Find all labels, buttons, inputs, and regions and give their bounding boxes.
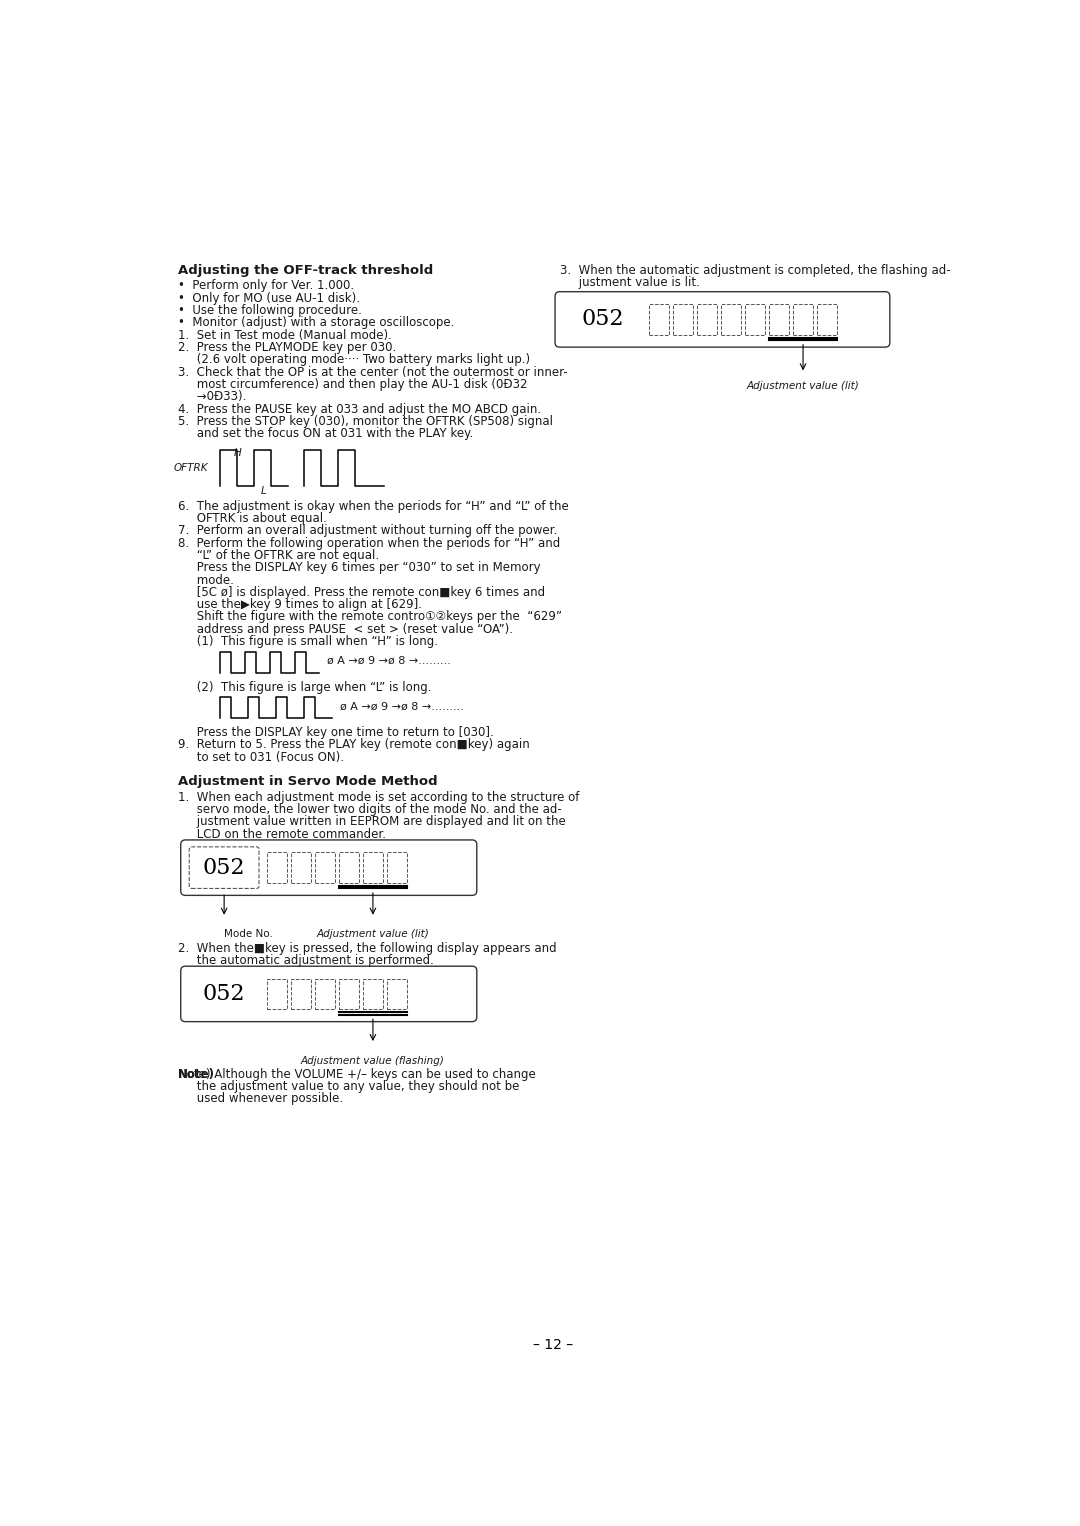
Text: 4.  Press the PAUSE key at 033 and adjust the MO ABCD gain.: 4. Press the PAUSE key at 033 and adjust…: [177, 403, 541, 415]
Text: – 12 –: – 12 –: [534, 1338, 573, 1352]
Text: Adjusting the OFF-track threshold: Adjusting the OFF-track threshold: [177, 264, 433, 278]
Text: ø A →ø 9 →ø 8 →.........: ø A →ø 9 →ø 8 →.........: [327, 656, 451, 665]
Text: the automatic adjustment is performed.: the automatic adjustment is performed.: [177, 954, 433, 967]
Text: used whenever possible.: used whenever possible.: [177, 1093, 342, 1105]
Text: →0Ð33).: →0Ð33).: [177, 391, 246, 403]
Text: LCD on the remote commander.: LCD on the remote commander.: [177, 827, 386, 841]
Text: use the▶key 9 times to align at [629].: use the▶key 9 times to align at [629].: [177, 598, 421, 610]
Text: 6.  The adjustment is okay when the periods for “H” and “L” of the: 6. The adjustment is okay when the perio…: [177, 499, 568, 513]
Text: the adjustment value to any value, they should not be: the adjustment value to any value, they …: [177, 1080, 519, 1093]
Text: •  Only for MO (use AU-1 disk).: • Only for MO (use AU-1 disk).: [177, 291, 360, 305]
Text: Note) Although the VOLUME +/– keys can be used to change: Note) Although the VOLUME +/– keys can b…: [177, 1068, 536, 1080]
Text: (1)  This figure is small when “H” is long.: (1) This figure is small when “H” is lon…: [177, 635, 437, 649]
Text: justment value is lit.: justment value is lit.: [559, 276, 700, 290]
Text: and set the focus ON at 031 with the PLAY key.: and set the focus ON at 031 with the PLA…: [177, 427, 473, 439]
Text: Press the DISPLAY key one time to return to [030].: Press the DISPLAY key one time to return…: [177, 726, 494, 739]
Text: Press the DISPLAY key 6 times per “030” to set in Memory: Press the DISPLAY key 6 times per “030” …: [177, 562, 540, 574]
Text: OFTRK is about equal.: OFTRK is about equal.: [177, 511, 326, 525]
Text: H: H: [233, 449, 241, 458]
Text: to set to 031 (Focus ON).: to set to 031 (Focus ON).: [177, 751, 343, 763]
Text: 5.  Press the STOP key (030), monitor the OFTRK (SP508) signal: 5. Press the STOP key (030), monitor the…: [177, 415, 553, 427]
Text: “L” of the OFTRK are not equal.: “L” of the OFTRK are not equal.: [177, 549, 379, 562]
FancyBboxPatch shape: [180, 966, 476, 1021]
Text: 1.  Set in Test mode (Manual mode).: 1. Set in Test mode (Manual mode).: [177, 328, 391, 342]
Text: 8.  Perform the following operation when the periods for “H” and: 8. Perform the following operation when …: [177, 537, 559, 549]
Text: 3.  When the automatic adjustment is completed, the flashing ad-: 3. When the automatic adjustment is comp…: [559, 264, 950, 278]
Text: mode.: mode.: [177, 574, 233, 586]
Text: •  Perform only for Ver. 1.000.: • Perform only for Ver. 1.000.: [177, 279, 354, 293]
Text: address and press PAUSE  < set > (reset value “OA”).: address and press PAUSE < set > (reset v…: [177, 623, 513, 636]
Text: 052: 052: [203, 856, 245, 879]
Text: 052: 052: [581, 308, 623, 331]
Text: Adjustment value (lit): Adjustment value (lit): [746, 382, 860, 391]
Text: 3.  Check that the OP is at the center (not the outermost or inner-: 3. Check that the OP is at the center (n…: [177, 366, 567, 378]
Text: 9.  Return to 5. Press the PLAY key (remote con■key) again: 9. Return to 5. Press the PLAY key (remo…: [177, 739, 529, 751]
Text: [5C ø] is displayed. Press the remote con■key 6 times and: [5C ø] is displayed. Press the remote co…: [177, 586, 544, 598]
Text: 7.  Perform an overall adjustment without turning off the power.: 7. Perform an overall adjustment without…: [177, 525, 557, 537]
Text: Adjustment in Servo Mode Method: Adjustment in Servo Mode Method: [177, 775, 437, 789]
Text: ø A →ø 9 →ø 8 →.........: ø A →ø 9 →ø 8 →.........: [339, 702, 463, 711]
Text: Note): Note): [177, 1068, 215, 1080]
Text: OFTRK: OFTRK: [174, 464, 208, 473]
Text: L: L: [260, 487, 267, 496]
Text: Shift the figure with the remote contro①②keys per the  “629”: Shift the figure with the remote contro①…: [177, 610, 562, 624]
Text: servo mode, the lower two digits of the mode No. and the ad-: servo mode, the lower two digits of the …: [177, 803, 562, 816]
Text: Mode No.: Mode No.: [225, 929, 273, 938]
Text: Adjustment value (flashing): Adjustment value (flashing): [301, 1056, 445, 1065]
Text: Adjustment value (lit): Adjustment value (lit): [316, 929, 430, 938]
Text: •  Monitor (adjust) with a storage oscilloscope.: • Monitor (adjust) with a storage oscill…: [177, 316, 454, 330]
Text: justment value written in EEPROM are displayed and lit on the: justment value written in EEPROM are dis…: [177, 815, 565, 829]
FancyBboxPatch shape: [180, 839, 476, 896]
Text: (2.6 volt operating mode···· Two battery marks light up.): (2.6 volt operating mode···· Two battery…: [177, 354, 530, 366]
Text: 1.  When each adjustment mode is set according to the structure of: 1. When each adjustment mode is set acco…: [177, 790, 579, 804]
Text: most circumference) and then play the AU-1 disk (0Ð32: most circumference) and then play the AU…: [177, 378, 527, 391]
Text: 052: 052: [203, 983, 245, 1006]
Text: 2.  When the■key is pressed, the following display appears and: 2. When the■key is pressed, the followin…: [177, 942, 556, 955]
Text: (2)  This figure is large when “L” is long.: (2) This figure is large when “L” is lon…: [177, 681, 431, 693]
Text: 2.  Press the PLAYMODE key per 030.: 2. Press the PLAYMODE key per 030.: [177, 340, 396, 354]
FancyBboxPatch shape: [555, 291, 890, 346]
Text: •  Use the following procedure.: • Use the following procedure.: [177, 304, 362, 317]
